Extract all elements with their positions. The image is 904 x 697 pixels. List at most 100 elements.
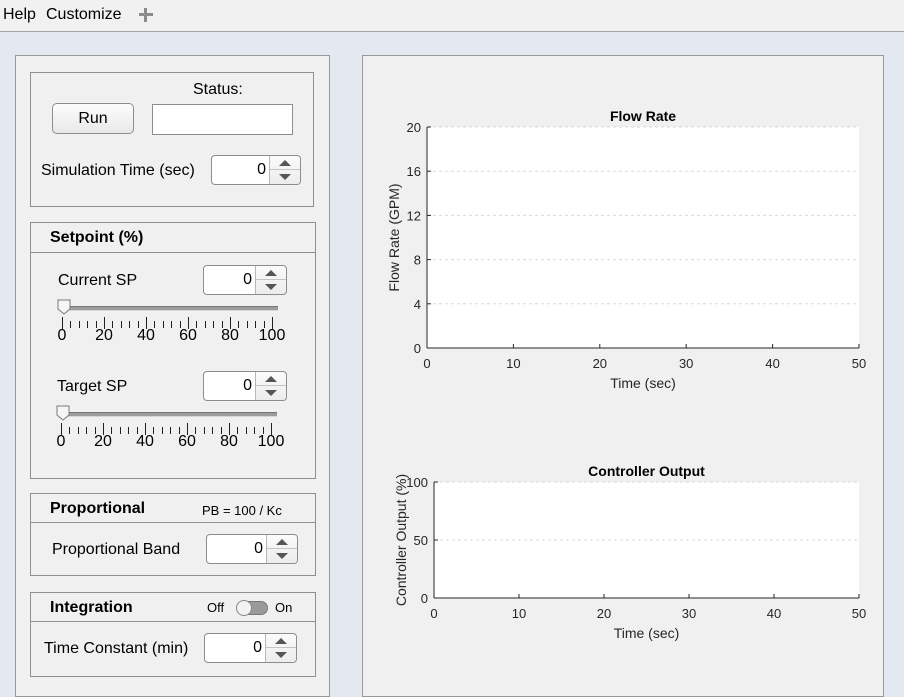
increment-icon[interactable]: [270, 156, 300, 170]
x-tick-label: 10: [506, 356, 520, 371]
slider-tick: [246, 321, 248, 328]
x-tick-label: 30: [679, 356, 693, 371]
x-tick-label: 30: [682, 606, 696, 621]
slider-tick: [188, 317, 189, 329]
slider-tick: [128, 427, 130, 434]
menu-customize[interactable]: Customize: [46, 6, 122, 23]
control-panel: Run Status: Simulation Time (sec) 0 Setp…: [15, 55, 330, 697]
slider-tick: [263, 321, 265, 328]
slider-tick: [179, 321, 181, 328]
slider-thumb[interactable]: [56, 405, 70, 421]
run-panel: Run Status: Simulation Time (sec) 0: [30, 72, 314, 207]
slider-tick: [69, 427, 71, 434]
plus-icon[interactable]: [137, 6, 155, 24]
menu-bar: Help Customize: [0, 0, 904, 32]
x-tick-label: 20: [593, 356, 607, 371]
increment-icon[interactable]: [256, 266, 286, 280]
slider-tick: [94, 427, 96, 434]
decrement-icon[interactable]: [270, 170, 300, 184]
slider-tick: [272, 317, 273, 329]
target-sp-stepper[interactable]: 0: [203, 371, 287, 401]
slider-tick: [146, 317, 147, 329]
slider-tick-label: 0: [56, 433, 66, 450]
menu-help[interactable]: Help: [3, 6, 36, 23]
target-sp-slider[interactable]: 0 20 40 60 80 100: [56, 405, 291, 465]
slider-tick: [213, 321, 215, 328]
slider-tick: [230, 317, 231, 329]
x-tick-label: 0: [430, 606, 437, 621]
slider-tick: [104, 317, 105, 329]
simulation-time-stepper[interactable]: 0: [211, 155, 301, 185]
slider-tick: [178, 427, 180, 434]
target-sp-label: Target SP: [57, 378, 128, 395]
slider-tick: [136, 427, 138, 434]
run-button[interactable]: Run: [52, 103, 134, 134]
simulation-time-label: Simulation Time (sec): [41, 162, 195, 179]
slider-tick-label: 100: [258, 327, 286, 344]
chart-title: Flow Rate: [610, 108, 676, 124]
slider-track: [62, 306, 278, 311]
current-sp-slider[interactable]: 0 20 40 60 80 100: [57, 299, 292, 359]
slider-tick: [171, 321, 173, 328]
proportional-band-value: 0: [254, 540, 263, 557]
x-axis-label: Time (sec): [614, 625, 680, 641]
slider-tick-label: 20: [95, 327, 113, 344]
time-constant-stepper[interactable]: 0: [204, 633, 297, 663]
slider-tick: [103, 423, 104, 435]
slider-tick: [87, 321, 89, 328]
x-tick-label: 40: [767, 606, 781, 621]
slider-tick: [111, 427, 113, 434]
toggle-off-label: Off: [207, 600, 225, 615]
pb-formula: PB = 100 / Kc: [202, 503, 282, 518]
slider-track: [61, 412, 277, 417]
y-tick-label: 4: [414, 297, 421, 312]
slider-tick: [254, 427, 256, 434]
slider-tick: [203, 427, 205, 434]
slider-tick: [170, 427, 172, 434]
decrement-icon[interactable]: [266, 648, 296, 662]
current-sp-stepper[interactable]: 0: [203, 265, 287, 295]
slider-tick: [145, 423, 146, 435]
slider-tick-label: 40: [137, 327, 155, 344]
proportional-band-label: Proportional Band: [52, 541, 181, 558]
decrement-icon[interactable]: [267, 549, 297, 563]
slider-tick: [220, 427, 222, 434]
slider-tick-label: 60: [178, 433, 196, 450]
y-axis-label: Flow Rate (GPM): [386, 183, 402, 291]
slider-tick: [153, 427, 155, 434]
x-tick-label: 50: [852, 606, 866, 621]
slider-tick: [119, 427, 121, 434]
increment-icon[interactable]: [267, 535, 297, 549]
slider-tick-label: 20: [94, 433, 112, 450]
increment-icon[interactable]: [256, 372, 286, 386]
current-sp-label: Current SP: [58, 272, 138, 289]
y-tick-label: 8: [414, 253, 421, 268]
slider-tick-label: 80: [220, 433, 238, 450]
slider-tick: [137, 321, 139, 328]
x-tick-label: 0: [423, 356, 430, 371]
proportional-band-stepper[interactable]: 0: [206, 534, 298, 564]
y-tick-label: 0: [414, 341, 421, 356]
integration-panel: Integration Off On Time Constant (min) 0: [30, 592, 316, 677]
slider-tick: [154, 321, 156, 328]
toggle-knob: [236, 600, 252, 616]
integration-toggle[interactable]: [236, 600, 268, 616]
x-tick-label: 50: [852, 356, 866, 371]
slider-ticks: [62, 317, 282, 331]
slider-thumb[interactable]: [57, 299, 71, 315]
toggle-on-label: On: [275, 600, 293, 615]
y-tick-label: 50: [414, 533, 428, 548]
increment-icon[interactable]: [266, 634, 296, 648]
slider-tick: [262, 427, 264, 434]
x-tick-label: 40: [765, 356, 779, 371]
proportional-title: Proportional: [50, 500, 146, 517]
slider-tick: [237, 427, 239, 434]
current-sp-value: 0: [243, 271, 252, 288]
slider-tick: [187, 423, 188, 435]
simulation-time-value: 0: [257, 161, 266, 178]
slider-tick: [221, 321, 223, 328]
decrement-icon[interactable]: [256, 280, 286, 294]
decrement-icon[interactable]: [256, 386, 286, 400]
slider-tick: [204, 321, 206, 328]
flow-rate-chart: 0 4 8 12 16 20 0 10 20 30 40 50 Flow Rate Time (sec) F…: [386, 108, 866, 391]
